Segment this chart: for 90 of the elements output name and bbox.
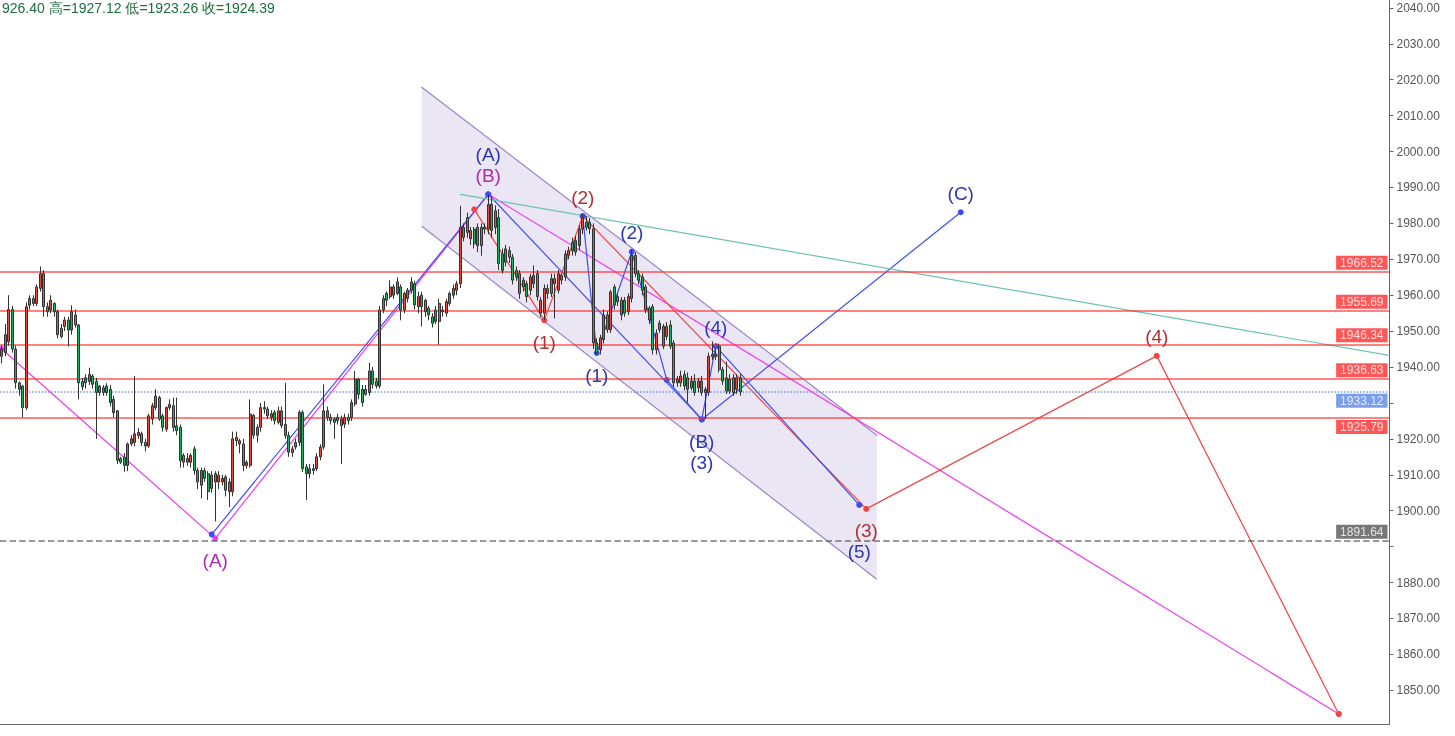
annotation: (4) bbox=[704, 316, 728, 338]
y-tick-label: 1990.00 bbox=[1396, 180, 1441, 195]
candlestick bbox=[200, 467, 203, 499]
annotation: (3) bbox=[854, 520, 878, 542]
ref-line-label: 1966.52 bbox=[1340, 255, 1384, 270]
candlestick bbox=[476, 222, 479, 253]
point bbox=[957, 209, 964, 216]
candlestick bbox=[725, 361, 728, 395]
y-tick-label: 1910.00 bbox=[1396, 467, 1441, 482]
candlestick bbox=[242, 438, 245, 472]
candlestick bbox=[585, 215, 588, 232]
candlestick bbox=[249, 398, 252, 469]
candlestick bbox=[214, 470, 217, 522]
annotation: 926.40 高=1927.12 低=1923.26 收=1924.39 bbox=[2, 0, 276, 16]
annotation: (A) bbox=[202, 549, 228, 571]
ref-line-label: 1933.12 bbox=[1340, 393, 1384, 408]
point bbox=[856, 501, 863, 508]
candlestick bbox=[553, 273, 556, 320]
candlestick bbox=[592, 222, 595, 350]
y-tick-label: 2040.00 bbox=[1396, 0, 1441, 15]
candlestick bbox=[270, 409, 273, 422]
y-tick-label: 1900.00 bbox=[1396, 503, 1441, 518]
y-tick-label: 1950.00 bbox=[1396, 324, 1441, 339]
point bbox=[471, 206, 478, 213]
candlestick bbox=[679, 370, 682, 388]
candlestick bbox=[651, 303, 654, 355]
candlestick bbox=[564, 249, 567, 282]
candlestick bbox=[42, 269, 45, 318]
candlestick bbox=[49, 294, 52, 314]
y-tick-label: 1880.00 bbox=[1396, 575, 1441, 590]
candlestick bbox=[420, 291, 423, 327]
annotation: (B) bbox=[475, 164, 501, 186]
candlestick bbox=[368, 362, 371, 397]
candlestick bbox=[88, 367, 91, 386]
annotation: (C) bbox=[947, 182, 974, 204]
candlestick bbox=[273, 409, 276, 425]
candlestick bbox=[333, 416, 336, 440]
y-tick-label: 1980.00 bbox=[1396, 216, 1441, 231]
ref-line-label: 1946.34 bbox=[1340, 328, 1384, 343]
candlestick bbox=[686, 371, 689, 404]
candlestick bbox=[438, 298, 441, 346]
annotation: (3) bbox=[690, 451, 714, 473]
annotation: (A) bbox=[475, 143, 501, 165]
candlestick bbox=[620, 296, 623, 321]
point bbox=[1153, 352, 1160, 359]
candlestick bbox=[102, 384, 105, 397]
candlestick bbox=[207, 470, 210, 501]
y-tick-label: 1970.00 bbox=[1396, 252, 1441, 267]
candlestick bbox=[95, 377, 98, 440]
ref-line-label: 1936.63 bbox=[1340, 363, 1384, 378]
y-tick-label: 2000.00 bbox=[1396, 144, 1441, 159]
candlestick bbox=[277, 406, 280, 425]
ref-line-label: 1955.69 bbox=[1340, 294, 1384, 309]
candlestick bbox=[732, 373, 735, 397]
y-tick-label: 2010.00 bbox=[1396, 108, 1441, 123]
candlestick bbox=[186, 452, 189, 467]
annotation: (4) bbox=[1145, 326, 1169, 348]
annotation: (5) bbox=[847, 541, 871, 563]
point bbox=[208, 531, 215, 538]
candlestick bbox=[133, 375, 136, 447]
annotation: (2) bbox=[620, 222, 644, 244]
y-tick-label: 2030.00 bbox=[1396, 36, 1441, 51]
annotation: (B) bbox=[689, 430, 715, 452]
candlestick bbox=[623, 296, 626, 318]
candlestick bbox=[413, 280, 416, 311]
candlestick bbox=[497, 208, 500, 271]
y-tick-label: 1850.00 bbox=[1396, 683, 1441, 698]
candlestick bbox=[518, 269, 521, 300]
candlestick bbox=[697, 377, 700, 393]
candlestick bbox=[662, 323, 665, 350]
candlestick bbox=[490, 195, 493, 239]
y-tick-label: 1920.00 bbox=[1396, 431, 1441, 446]
candlestick bbox=[140, 431, 143, 447]
candlestick bbox=[172, 397, 175, 433]
y-tick-label: 1960.00 bbox=[1396, 288, 1441, 303]
candlestick bbox=[340, 415, 343, 465]
candlestick bbox=[480, 222, 483, 257]
candlestick bbox=[735, 373, 738, 395]
ref-line-label: 1891.64 bbox=[1340, 524, 1384, 539]
y-tick-label: 2020.00 bbox=[1396, 72, 1441, 87]
y-tick-label: 1870.00 bbox=[1396, 611, 1441, 626]
y-tick-label: 1940.00 bbox=[1396, 360, 1441, 375]
annotation: (2) bbox=[571, 186, 595, 208]
candlestick bbox=[571, 237, 574, 257]
candlestick bbox=[693, 373, 696, 397]
candlestick bbox=[739, 373, 742, 397]
y-tick-label: 1860.00 bbox=[1396, 647, 1441, 662]
point bbox=[863, 505, 870, 512]
ref-line-label: 1925.79 bbox=[1340, 420, 1384, 435]
candlestick bbox=[473, 226, 476, 250]
